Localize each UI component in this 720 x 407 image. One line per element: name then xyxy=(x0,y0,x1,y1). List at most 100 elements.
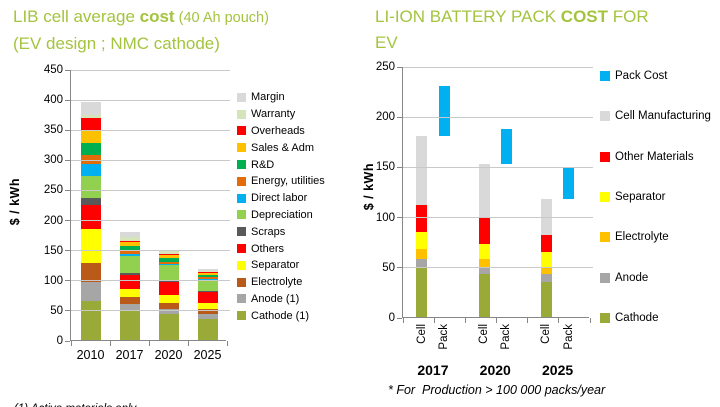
left-title-post: (40 Ah pouch) xyxy=(174,10,269,26)
x-sublabel-2025-cell: Cell xyxy=(540,324,553,344)
x-label-2010: 2010 xyxy=(76,348,105,362)
y-tick-label-150: 150 xyxy=(375,161,395,174)
x-tick-6 xyxy=(589,318,591,323)
y-tick-50 xyxy=(65,310,70,312)
legend-item-electrolyte: Electrolyte xyxy=(600,230,712,244)
bar-segment-2017-Sales & Adm xyxy=(119,242,140,247)
bar-segment-2017-cell-Cell Manufacturing xyxy=(416,136,428,205)
bar-segment-2025-Direct labor xyxy=(197,279,218,281)
legend-label: Others xyxy=(251,242,285,255)
x-tick-0 xyxy=(402,318,404,323)
bar-segment-2025-Separator xyxy=(197,302,218,310)
legend-swatch-icon xyxy=(600,232,610,243)
bar-segment-2020-Depreciation xyxy=(158,265,179,280)
bar-segment-2025-Overheads xyxy=(197,271,218,274)
legend-label: R&D xyxy=(251,158,275,171)
bar-segment-2017-Anode (1) xyxy=(119,303,140,310)
bar-segment-2017-Separator xyxy=(119,288,140,298)
gridline-100 xyxy=(71,280,230,282)
y-tick-100 xyxy=(397,217,402,219)
bar-segment-2017-Scraps xyxy=(119,272,140,275)
bar-segment-2020-cell-Cathode xyxy=(478,273,490,317)
x-sublabel-2020-pack: Pack xyxy=(500,324,513,350)
legend-item-margin: Margin xyxy=(237,89,325,106)
legend-label: Margin xyxy=(251,91,285,104)
legend-swatch-icon xyxy=(237,294,246,304)
legend-swatch-icon xyxy=(237,160,246,170)
legend-item-anode-1-: Anode (1) xyxy=(237,291,325,308)
bar-segment-2020-cell-Anode xyxy=(478,266,490,274)
left-legend: Margin Warranty Overheads Sales & Adm R&D Ene… xyxy=(237,89,325,324)
x-label-2020: 2020 xyxy=(479,362,511,378)
bar-segment-2020-Overheads xyxy=(158,253,179,256)
y-tick-250 xyxy=(397,66,402,68)
x-tick-2 xyxy=(148,341,150,346)
legend-label: Pack Cost xyxy=(615,70,668,82)
bar-segment-2010-Anode (1) xyxy=(80,281,101,301)
y-tick-label-0: 0 xyxy=(56,335,63,347)
x-label-2025: 2025 xyxy=(542,362,574,378)
legend-item-energy-utilities: Energy, utilities xyxy=(237,173,325,190)
legend-label: Electrolyte xyxy=(615,231,669,244)
legend-label: Anode xyxy=(615,271,649,284)
bar-segment-2020-Warranty xyxy=(158,251,179,254)
bar-segment-2017-cell-Anode xyxy=(416,258,428,267)
gridline-300 xyxy=(71,159,230,161)
y-tick-0 xyxy=(65,340,70,342)
legend-item-separator: Separator xyxy=(237,257,325,274)
legend-label: Warranty xyxy=(251,108,296,121)
bar-segment-2025-cell-Other Materials xyxy=(540,234,552,252)
y-tick-300 xyxy=(65,159,70,161)
bar-segment-2017-Warranty xyxy=(119,237,140,241)
legend-label: Sales & Adm xyxy=(251,141,314,154)
y-tick-label-50: 50 xyxy=(382,261,395,274)
x-label-2017: 2017 xyxy=(417,362,449,378)
legend-swatch-icon xyxy=(237,126,246,136)
y-tick-label-150: 150 xyxy=(43,244,63,257)
gridline-450 xyxy=(71,69,230,71)
legend-item-anode: Anode xyxy=(600,271,712,285)
right-footnote: * For Production > 100 000 packs/year xyxy=(388,383,606,397)
legend-item-direct-labor: Direct labor xyxy=(237,190,325,207)
legend-item-depreciation: Depreciation xyxy=(237,207,325,224)
legend-item-r-d: R&D xyxy=(237,156,325,173)
bar-segment-2020-cell-Electrolyte xyxy=(478,258,490,267)
legend-item-cathode-1-: Cathode (1) xyxy=(237,307,325,324)
x-sublabel-2017-pack: Pack xyxy=(438,324,451,350)
left-chart-title-line2: (EV design ; NMC cathode) xyxy=(13,34,220,53)
x-tick-4 xyxy=(226,341,228,346)
bar-segment-2025-Cathode (1) xyxy=(197,318,218,340)
footnote-active-materials: (1) Active materials only xyxy=(14,402,195,407)
y-tick-label-300: 300 xyxy=(43,154,63,167)
x-tick-5 xyxy=(558,318,560,323)
x-sublabel-2020-cell: Cell xyxy=(478,324,491,344)
legend-swatch-icon xyxy=(600,151,610,162)
legend-swatch-icon xyxy=(237,260,246,270)
gridline-350 xyxy=(71,129,230,131)
y-tick-label-200: 200 xyxy=(43,214,63,227)
left-plot-area: 0 50 100 150 200 250 300 350 400 450 2010 2017 2020 2… xyxy=(44,64,230,362)
y-tick-200 xyxy=(397,116,402,118)
bar-segment-2010-Separator xyxy=(80,228,101,263)
bar-segment-2017-Cathode (1) xyxy=(119,309,140,340)
bar-segment-2020-cell-Cell Manufacturing xyxy=(478,164,490,218)
left-chart-title: LIB cell average cost (40 Ah pouch) (EV … xyxy=(13,4,358,57)
bar-segment-2020-Anode (1) xyxy=(158,308,179,315)
legend-swatch-icon xyxy=(237,227,246,237)
y-tick-0 xyxy=(397,317,402,319)
bar-segment-2020-Energy, utilities xyxy=(158,261,179,265)
x-sublabel-2017-cell: Cell xyxy=(415,324,428,344)
left-footnote: (1) Active materials only Source: AVICEN… xyxy=(14,373,195,407)
legend-label: Scraps xyxy=(251,225,286,238)
right-title-pre: LI-ION BATTERY PACK xyxy=(375,7,561,26)
y-tick-label-250: 250 xyxy=(43,184,63,197)
bar-segment-2020-Others xyxy=(158,281,179,295)
legend-label: Electrolyte xyxy=(251,276,303,289)
bar-segment-2010-Direct labor xyxy=(80,163,101,176)
legend-label: Depreciation xyxy=(251,208,313,221)
legend-label: Cell Manufacturing xyxy=(615,110,711,123)
x-tick-1 xyxy=(109,341,111,346)
bar-segment-2020-Electrolyte xyxy=(158,302,179,309)
right-title-post: FOR xyxy=(608,7,649,26)
legend-item-other-materials: Other Materials xyxy=(600,150,712,164)
